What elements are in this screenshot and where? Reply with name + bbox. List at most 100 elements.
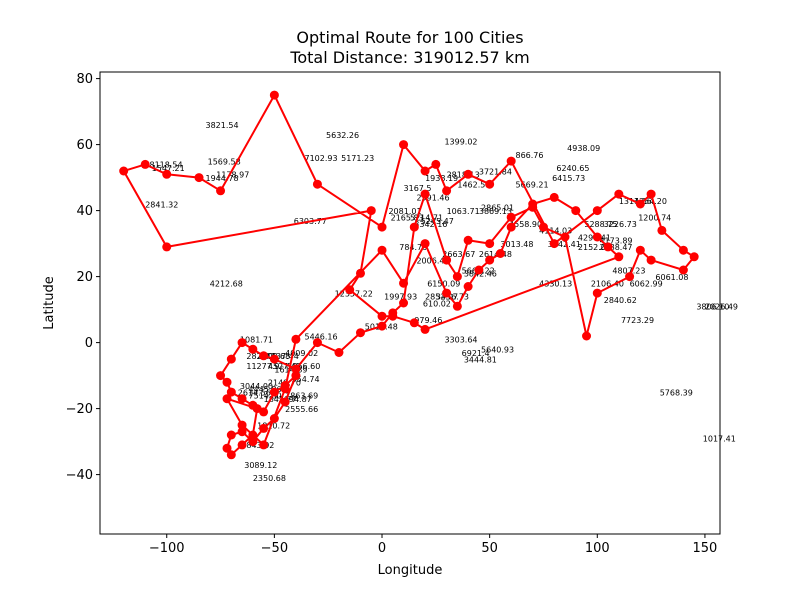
chart-title: Optimal Route for 100 Cities: [296, 28, 523, 47]
edge-distance-label: 2841.32: [145, 200, 178, 209]
city-marker: [222, 394, 232, 404]
y-axis-label: Latitude: [42, 276, 57, 330]
city-marker: [248, 344, 258, 354]
city-marker: [560, 232, 570, 242]
city-marker: [409, 318, 419, 328]
edge-distance-label: 1200.74: [638, 214, 671, 223]
edge-distance-label: 3721.84: [479, 167, 512, 176]
x-axis-label: Longitude: [378, 563, 443, 578]
city-marker: [269, 90, 279, 100]
city-marker: [657, 225, 667, 235]
edge-distance-label: 1399.02: [444, 138, 477, 147]
city-marker: [237, 440, 247, 450]
city-marker: [226, 430, 236, 440]
city-marker: [442, 288, 452, 298]
edge-distance-label: 6415.73: [552, 174, 585, 183]
edge-distance-label: 7102.93: [305, 154, 338, 163]
edge-distance-label: 3642.41: [548, 240, 581, 249]
city-marker: [162, 169, 172, 179]
edge-distance-label: 4558.90: [509, 220, 542, 229]
city-marker: [280, 384, 290, 394]
city-marker: [678, 245, 688, 255]
city-marker: [409, 222, 419, 232]
edge-distance-label: 4009.02: [285, 349, 318, 358]
city-marker: [452, 272, 462, 282]
city-marker: [377, 321, 387, 331]
edge-distance-label: 2555.66: [285, 405, 318, 414]
edge-distance-label: 2614.56: [238, 388, 271, 397]
edge-distance-label: 1178.97: [216, 171, 249, 180]
edge-distance-label: 1354.20: [634, 197, 667, 206]
edge-distance-label: 3167.5: [404, 184, 432, 193]
y-tick-label: 0: [85, 336, 93, 351]
city-marker: [259, 440, 269, 450]
city-marker: [280, 397, 290, 407]
y-tick-label: 80: [76, 72, 93, 87]
edge-distance-label: 2614.48: [479, 250, 512, 259]
edge-distance-label: 866.76: [515, 151, 543, 160]
edge-distance-label: 5446.16: [305, 332, 338, 341]
y-tick-label: 40: [76, 204, 93, 219]
ticks: −100 −50 0 50 100 150 −40 −20 0 20 40 60 80: [66, 72, 718, 556]
edge-distance-label: 2081.01: [388, 207, 421, 216]
edge-distance-label: 5245.47: [421, 217, 454, 226]
city-marker: [442, 186, 452, 196]
edge-distance-label: 4527.45: [268, 362, 301, 371]
city-marker: [678, 265, 688, 275]
edge-distance-label: 4114.03: [539, 227, 572, 236]
edge-distance-label: 2888.47: [599, 243, 632, 252]
city-marker: [248, 430, 258, 440]
city-marker: [252, 404, 262, 414]
city-marker: [592, 232, 602, 242]
edge-distance-label: 3303.64: [444, 336, 477, 345]
city-marker: [226, 354, 236, 364]
edge-distance-label: 5669.21: [515, 181, 548, 190]
city-marker: [366, 206, 376, 216]
city-marker: [420, 189, 430, 199]
x-tick-label: −50: [261, 541, 288, 556]
edge-distance-label: 4437.44: [266, 352, 299, 361]
city-marker: [269, 354, 279, 364]
city-marker: [248, 437, 258, 447]
edge-distance-label: 3869.13: [479, 207, 512, 216]
city-marker: [506, 156, 516, 166]
edge-distance-label: 3342.16: [414, 220, 447, 229]
y-tick-label: −20: [66, 402, 93, 417]
city-marker: [442, 255, 452, 265]
city-marker: [506, 222, 516, 232]
x-tick-label: 50: [481, 541, 498, 556]
edge-distance-label: 3821.54: [205, 121, 238, 130]
city-marker: [474, 265, 484, 275]
city-marker: [625, 272, 635, 282]
edge-distance-label: 3456.73: [436, 293, 469, 302]
y-tick-label: 60: [76, 138, 93, 153]
city-marker: [646, 189, 656, 199]
edge-distance-label: 2852.07: [425, 293, 458, 302]
edge-distance-label: 2152.08: [578, 243, 611, 252]
city-marker: [614, 189, 624, 199]
y-tick-label: 20: [76, 270, 93, 285]
city-marker: [582, 331, 592, 341]
city-marker: [226, 387, 236, 397]
edge-distance-label: 11277.9: [246, 362, 279, 371]
edge-distance-label: 2165.83: [391, 214, 424, 223]
city-marker: [259, 423, 269, 433]
city-marker: [269, 387, 279, 397]
city-marker: [463, 282, 473, 291]
city-marker: [291, 334, 301, 344]
edge-distance-label: 554.74: [292, 375, 320, 384]
city-marker: [345, 285, 355, 295]
city-marker: [237, 427, 247, 437]
edge-distance-label: 5171.23: [341, 154, 374, 163]
edge-distance-label: 2818.13: [447, 171, 480, 180]
edge-distance-label: 3089.12: [244, 461, 277, 470]
city-marker: [162, 242, 172, 252]
plot-area: [100, 72, 720, 534]
edge-distance-label: 6240.65: [556, 164, 589, 173]
city-marker: [222, 377, 232, 387]
edge-distance-label: 784.70: [399, 243, 427, 252]
city-marker: [689, 252, 699, 262]
city-marker: [485, 255, 495, 265]
edge-distance-label: 5288.75: [584, 220, 617, 229]
edge-distance-label: 1863.69: [285, 392, 318, 401]
